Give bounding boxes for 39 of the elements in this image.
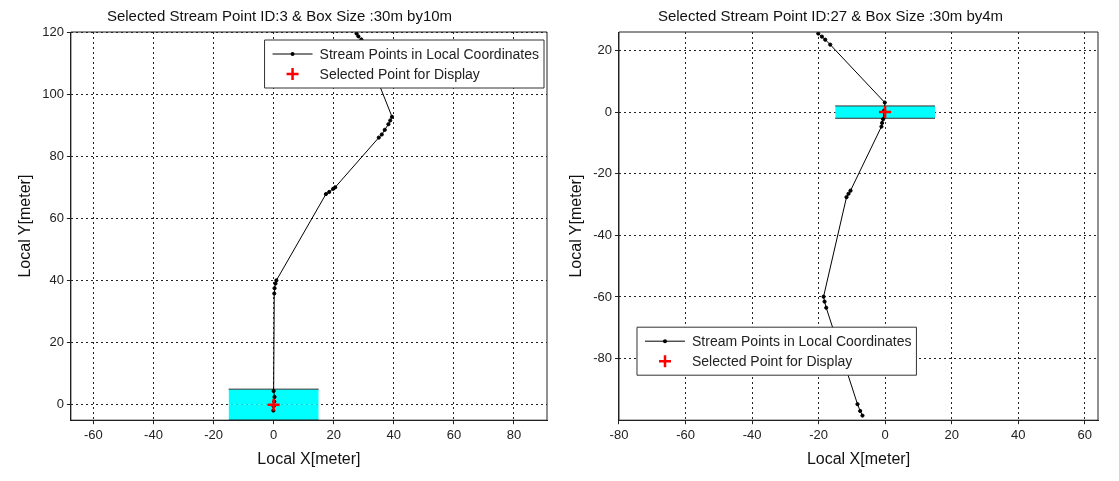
x-tick-label: -20 <box>809 426 828 442</box>
chart-title: Selected Stream Point ID:3 & Box Size :30m by10m <box>106 7 453 25</box>
x-tick-label: -80 <box>609 426 629 442</box>
y-tick-label: 0 <box>604 103 612 119</box>
x-tick-label: -60 <box>676 426 695 442</box>
y-tick-label: -80 <box>593 350 612 366</box>
x-tick-label: 60 <box>1077 426 1092 442</box>
x-tick-label: 80 <box>506 426 522 442</box>
y-tick-label: 60 <box>49 209 64 225</box>
x-tick-label: 20 <box>326 426 341 442</box>
y-tick-label: -40 <box>593 226 612 242</box>
chart-title: Selected Stream Point ID:27 & Box Size :30m by4m <box>657 7 1004 25</box>
y-tick-label: 120 <box>42 23 64 39</box>
x-tick-label: 40 <box>386 426 402 442</box>
x-tick-label: 0 <box>881 426 889 442</box>
x-tick-label: -40 <box>144 426 163 442</box>
x-tick-label: 60 <box>446 426 462 442</box>
y-tick-label: 20 <box>49 334 64 350</box>
y-tick-label: 100 <box>42 85 64 101</box>
y-tick-label: -60 <box>593 288 612 304</box>
x-tick-label: 0 <box>270 426 278 442</box>
y-axis-title: Local Y[meter] <box>567 174 585 278</box>
legend-label: Selected Point for Display <box>691 353 853 370</box>
x-tick-label: -20 <box>204 426 223 442</box>
y-axis-title: Local Y[meter] <box>16 174 34 278</box>
y-tick-label: -20 <box>593 165 612 181</box>
x-tick-label: 40 <box>1010 426 1026 442</box>
y-tick-label: 80 <box>49 147 64 163</box>
y-tick-label: 40 <box>49 272 64 288</box>
x-tick-label: 20 <box>944 426 959 442</box>
x-tick-label: -40 <box>742 426 762 442</box>
x-axis-title: Local X[meter] <box>257 449 361 467</box>
legend-label: Stream Points in Local Coordinates <box>319 45 540 62</box>
y-tick-label: 20 <box>597 42 612 58</box>
y-tick-label: 0 <box>56 396 64 412</box>
x-axis-title: Local X[meter] <box>806 449 911 467</box>
x-tick-label: -60 <box>84 426 103 442</box>
legend-label: Selected Point for Display <box>319 65 480 82</box>
legend-label: Stream Points in Local Coordinates <box>691 333 912 350</box>
